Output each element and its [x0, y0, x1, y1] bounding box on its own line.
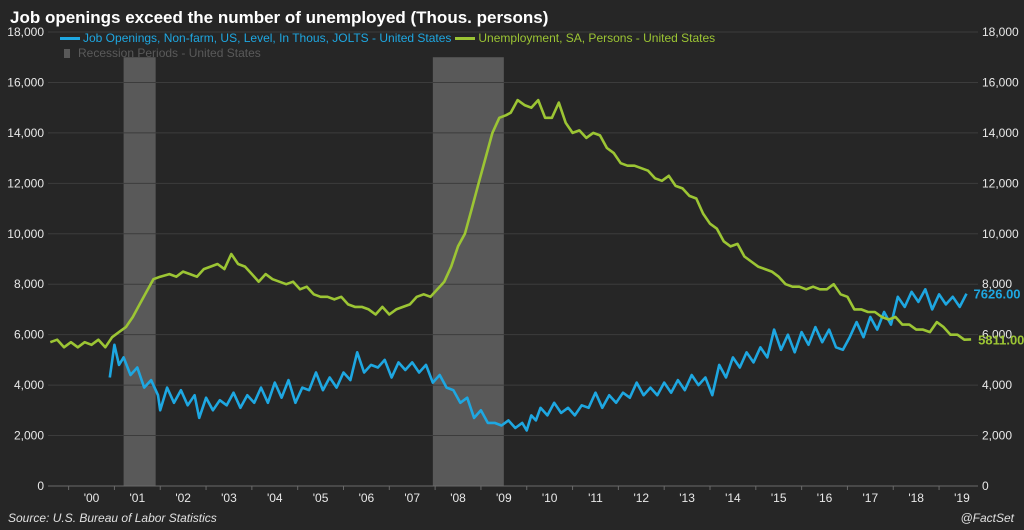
y-tick-label-left: 2,000 — [14, 429, 44, 443]
y-axis-right: 0 2,000 4,000 6,000 8,000 10,000 12,000 14,000 1… — [982, 25, 1019, 493]
y-tick-label-right: 2,000 — [982, 429, 1012, 443]
y-tick-label-left: 16,000 — [7, 75, 44, 89]
x-tick-label: '15 — [771, 491, 787, 505]
x-tick-label: '04 — [267, 491, 283, 505]
x-tick-label: '02 — [175, 491, 191, 505]
recession-band — [123, 57, 156, 486]
chart-title: Job openings exceed the number of unempl… — [10, 8, 549, 27]
x-tick-label: '13 — [679, 491, 695, 505]
legend: Job Openings, Non-farm, US, Level, In Th… — [60, 31, 715, 45]
x-axis: '00 '01 '02 '03 '04 '05 '06 '07 '08 '09 '10 '11 '12 '… — [48, 485, 978, 505]
y-tick-label-left: 14,000 — [7, 126, 44, 140]
y-tick-label-right: 14,000 — [982, 126, 1019, 140]
y-tick-label-left: 6,000 — [14, 328, 44, 342]
legend-label-job-openings: Job Openings, Non-farm, US, Level, In Th… — [83, 31, 452, 45]
credit-label: @FactSet — [960, 511, 1014, 525]
y-tick-label-left: 8,000 — [14, 277, 44, 291]
legend-label-recession: Recession Periods - United States — [78, 46, 261, 60]
legend-recession: Recession Periods - United States — [62, 46, 261, 60]
y-tick-label-right: 10,000 — [982, 227, 1019, 241]
legend-label-unemployment: Unemployment, SA, Persons - United State… — [478, 31, 716, 45]
y-tick-label-left: 10,000 — [7, 227, 44, 241]
y-tick-label-right: 0 — [982, 479, 989, 493]
x-tick-label: '10 — [542, 491, 558, 505]
y-tick-label-right: 8,000 — [982, 277, 1012, 291]
x-tick-label: '19 — [954, 491, 970, 505]
legend-swatch-job-openings — [60, 36, 80, 40]
y-tick-label-right: 18,000 — [982, 25, 1019, 39]
recession-band — [432, 57, 504, 486]
source-note: Source: U.S. Bureau of Labor Statistics — [8, 511, 217, 525]
y-tick-label-left: 12,000 — [7, 176, 44, 190]
x-tick-label: '06 — [359, 491, 375, 505]
y-tick-label-left: 0 — [37, 479, 44, 493]
legend-swatch-unemployment — [455, 36, 476, 40]
x-tick-label: '17 — [863, 491, 879, 505]
x-tick-label: '14 — [725, 491, 741, 505]
x-tick-label: '09 — [496, 491, 512, 505]
grid-lines — [48, 31, 978, 487]
y-tick-label-right: 4,000 — [982, 378, 1012, 392]
y-tick-label-left: 4,000 — [14, 378, 44, 392]
end-labels: 7626.00 5811.00 — [974, 287, 1024, 348]
end-label-unemployment: 5811.00 — [978, 332, 1024, 347]
y-tick-label-right: 16,000 — [982, 75, 1019, 89]
x-tick-label: '03 — [221, 491, 237, 505]
series-line-unemployment — [49, 98, 972, 349]
x-tick-label: '01 — [130, 491, 146, 505]
y-tick-label-right: 6,000 — [982, 328, 1012, 342]
x-tick-label: '07 — [404, 491, 420, 505]
x-tick-label: '11 — [588, 491, 603, 505]
legend-swatch-recession — [64, 48, 70, 58]
x-tick-label: '12 — [633, 491, 649, 505]
series-lines — [49, 98, 972, 432]
end-label-job-openings: 7626.00 — [974, 287, 1021, 302]
y-tick-label-right: 12,000 — [982, 176, 1019, 190]
y-axis-left: 0 2,000 4,000 6,000 8,000 10,000 12,000 14,000 1… — [7, 25, 44, 493]
recession-bands — [123, 57, 504, 486]
series-line-job-openings — [108, 288, 968, 432]
x-tick-label: '00 — [84, 491, 100, 505]
x-tick-label: '08 — [450, 491, 466, 505]
x-tick-label: '05 — [313, 491, 329, 505]
x-tick-label: '18 — [908, 491, 924, 505]
x-tick-label: '16 — [817, 491, 833, 505]
y-tick-label-left: 18,000 — [7, 25, 44, 39]
